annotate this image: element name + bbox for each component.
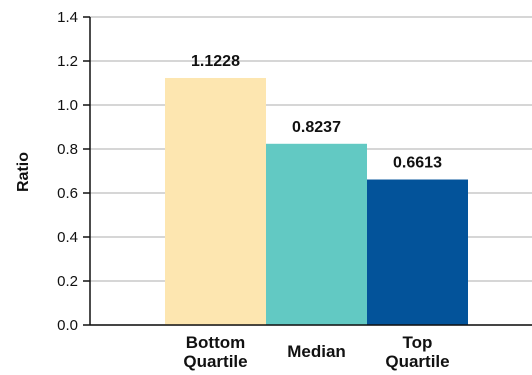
data-label: 0.6613: [393, 155, 442, 172]
data-label: 1.1228: [191, 53, 240, 70]
y-axis-title: Ratio: [15, 152, 32, 192]
y-tick-label: 0.6: [57, 185, 78, 202]
x-category-label: Bottom Quartile: [183, 333, 247, 371]
y-tick-label: 0.0: [57, 317, 78, 334]
y-tick-label: 0.2: [57, 273, 78, 290]
bar: [266, 143, 367, 325]
y-tick-label: 0.4: [57, 229, 78, 246]
bar: [367, 179, 468, 325]
y-tick-label: 1.0: [57, 97, 78, 114]
data-label: 0.8237: [292, 119, 341, 136]
x-category-label: Top Quartile: [385, 333, 449, 371]
y-tick-label: 1.4: [57, 9, 78, 26]
x-category-label: Median: [287, 342, 346, 361]
bars: [165, 77, 468, 325]
labels: 1.1228 Bottom Quartile 0.8237 Median 0.6613 To…: [183, 53, 449, 371]
y-tick-label: 1.2: [57, 53, 78, 70]
bar: [165, 77, 266, 325]
y-axis: 0.0 0.2 0.4 0.6 0.8 1.0 1.2 1.4: [57, 9, 532, 334]
y-tick-label: 0.8: [57, 141, 78, 158]
